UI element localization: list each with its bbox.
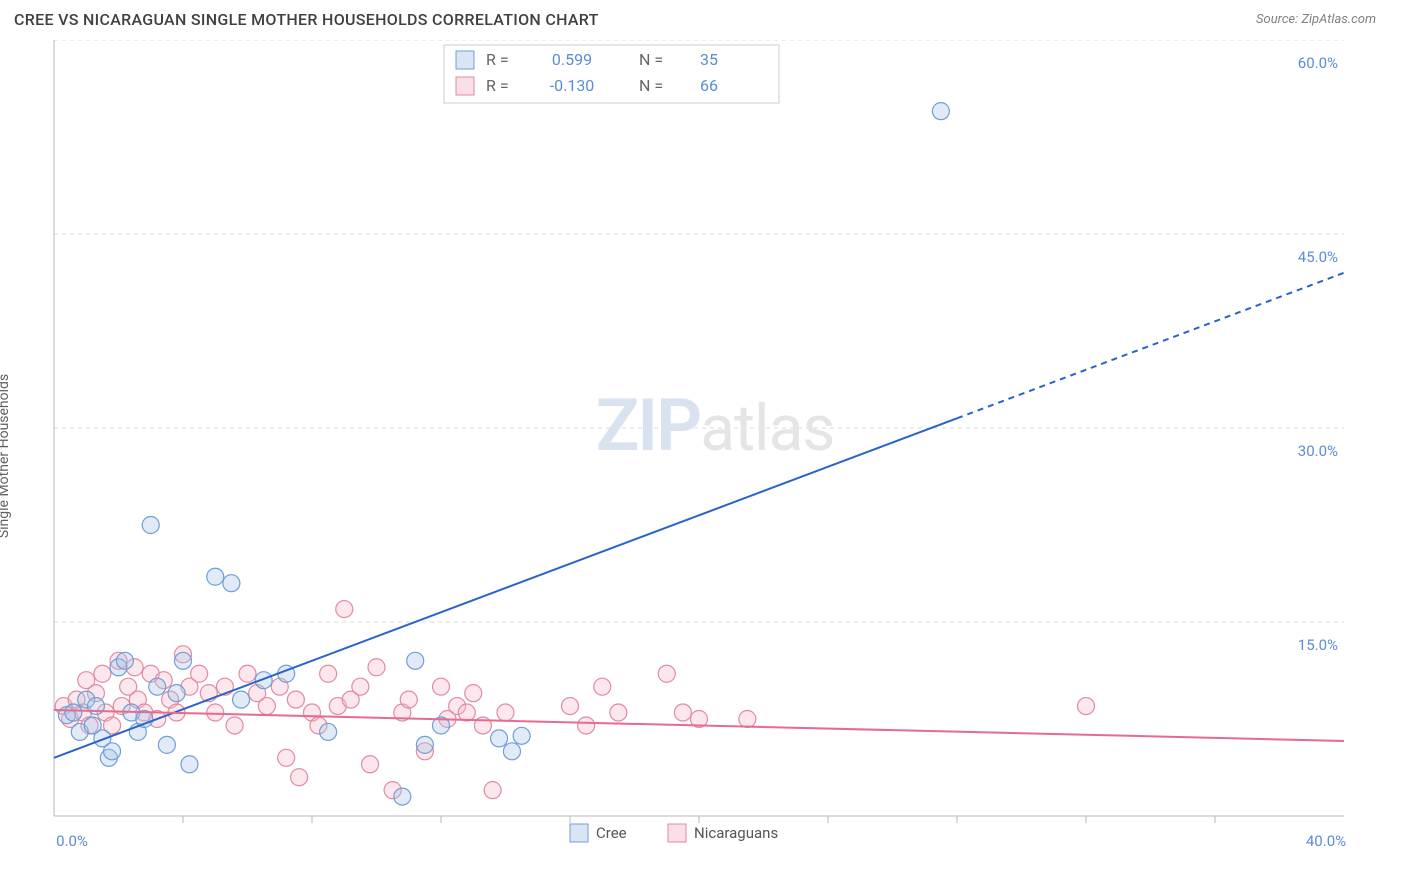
data-point [175,652,192,669]
series-swatch [668,824,686,842]
data-point [233,691,250,708]
data-point [610,704,627,721]
data-point [223,575,240,592]
data-point [739,711,756,728]
series-label: Cree [596,824,627,842]
data-point [562,698,579,715]
data-point [181,756,198,773]
legend-swatch [456,77,474,95]
y-tick-label: 45.0% [1298,248,1338,266]
chart-header: CREE VS NICARAGUAN SINGLE MOTHER HOUSEHO… [0,0,1406,35]
data-point [278,749,295,766]
data-point [407,652,424,669]
legend-r-label: R = [486,76,509,95]
legend-r-value: 0.599 [552,50,592,69]
data-point [94,665,111,682]
data-point [1078,698,1095,715]
data-point [116,652,133,669]
data-point [65,704,82,721]
data-point [513,727,530,744]
data-point [465,685,482,702]
scatter-chart: ZIPatlas 0.0% 40.0% 15.0% 30.0% 45.0% 60.0% R =… [14,40,1386,872]
data-point [674,704,691,721]
data-point [594,678,611,695]
data-point [416,736,433,753]
data-point [368,659,385,676]
data-point [168,685,185,702]
data-point [484,782,501,799]
legend-r-label: R = [486,50,509,69]
data-point [658,665,675,682]
y-tick-label: 60.0% [1298,54,1338,72]
legend-n-value: 66 [700,76,718,95]
data-point [320,723,337,740]
data-point [497,704,514,721]
x-tick-label: 40.0% [1306,832,1346,850]
data-point [336,601,353,618]
chart-title: CREE VS NICARAGUAN SINGLE MOTHER HOUSEHO… [14,10,599,29]
data-point [207,704,224,721]
y-tick-label: 30.0% [1298,442,1338,460]
legend-n-label: N = [639,76,663,95]
watermark: ZIPatlas [596,383,835,468]
data-point [258,698,275,715]
chart-source: Source: ZipAtlas.com [1256,12,1376,27]
plot-area: Single Mother Households ZIPatlas0.0%40.… [14,40,1386,872]
data-point [932,103,949,120]
data-point [320,665,337,682]
data-point [104,743,121,760]
data-point [226,717,243,734]
data-point [158,736,175,753]
data-point [352,678,369,695]
legend-swatch [456,51,474,69]
data-point [491,730,508,747]
data-point [142,517,159,534]
data-point [503,743,520,760]
legend-n-value: 35 [700,50,718,69]
legend-r-value: -0.130 [550,76,595,95]
data-point [287,691,304,708]
y-tick-label: 15.0% [1298,636,1338,654]
data-point [578,717,595,734]
series-swatch [570,824,588,842]
regression-line-extrapolation [957,273,1344,419]
data-point [458,704,475,721]
data-point [394,788,411,805]
x-tick-label: 0.0% [56,832,88,850]
data-point [207,568,224,585]
data-point [191,665,208,682]
y-axis-label: Single Mother Households [0,374,12,538]
data-point [362,756,379,773]
data-point [239,665,256,682]
data-point [400,691,417,708]
data-point [433,678,450,695]
series-label: Nicaraguans [694,824,778,842]
legend-n-label: N = [639,50,663,69]
data-point [291,769,308,786]
data-point [149,678,166,695]
